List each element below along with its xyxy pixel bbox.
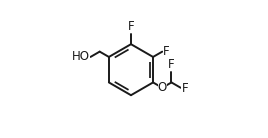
Text: O: O [158, 81, 167, 95]
Text: F: F [128, 20, 134, 33]
Text: F: F [163, 45, 170, 58]
Text: F: F [181, 82, 188, 95]
Text: HO: HO [72, 50, 90, 63]
Text: F: F [168, 58, 175, 71]
